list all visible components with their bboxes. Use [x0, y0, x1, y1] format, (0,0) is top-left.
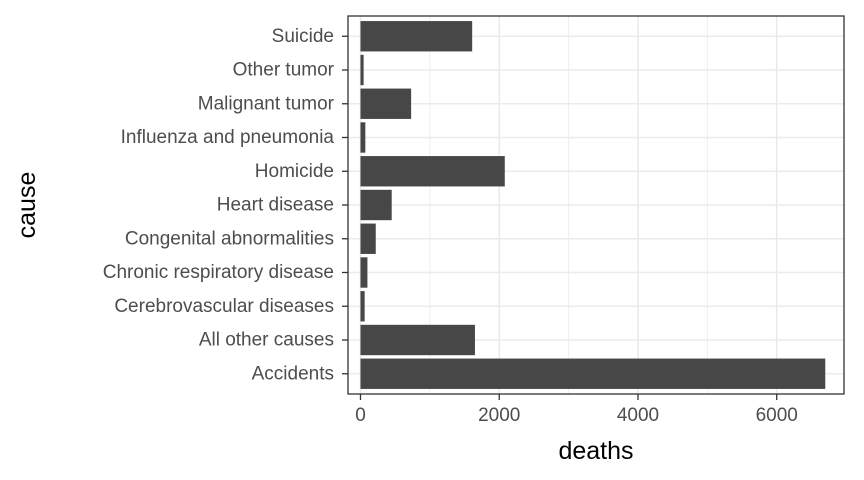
bar-accidents — [360, 358, 826, 389]
bar-all-other-causes — [360, 324, 475, 356]
x-axis-title: deaths — [558, 437, 633, 465]
x-axis: 0 2000 4000 6000 — [355, 394, 798, 426]
x-tick-label: 0 — [355, 405, 366, 426]
bar-congenital-abnormalities — [360, 223, 376, 254]
x-tick-label: 4000 — [617, 405, 659, 426]
y-tick-label: Malignant tumor — [198, 93, 335, 114]
bar-heart-disease — [360, 189, 392, 221]
bar-chronic-respiratory-disease — [360, 257, 368, 288]
x-tick-label: 2000 — [478, 405, 520, 426]
x-tick-label: 6000 — [756, 405, 798, 426]
bar-malignant-tumor — [360, 88, 412, 119]
y-tick-label: Homicide — [255, 161, 334, 182]
y-tick-label: Chronic respiratory disease — [103, 262, 334, 283]
grid-lines — [348, 16, 844, 394]
bar-suicide — [360, 21, 473, 52]
bar-homicide — [360, 156, 505, 187]
bar-other-tumor — [360, 54, 364, 86]
bar-influenza-and-pneumonia — [360, 122, 366, 153]
y-axis: Accidents All other causes Cerebrovascular… — [103, 26, 348, 384]
bar-cerebrovascular-diseases — [360, 291, 365, 322]
bars — [360, 21, 826, 389]
y-tick-label: All other causes — [199, 330, 334, 351]
y-tick-label: Influenza and pneumonia — [121, 127, 335, 148]
y-tick-label: Suicide — [272, 26, 334, 47]
y-tick-label: Accidents — [252, 363, 334, 384]
y-tick-label: Other tumor — [233, 60, 335, 81]
y-tick-label: Cerebrovascular diseases — [114, 296, 334, 317]
y-tick-label: Congenital abnormalities — [125, 228, 334, 249]
y-axis-title: cause — [13, 172, 41, 239]
y-tick-label: Heart disease — [217, 195, 334, 216]
